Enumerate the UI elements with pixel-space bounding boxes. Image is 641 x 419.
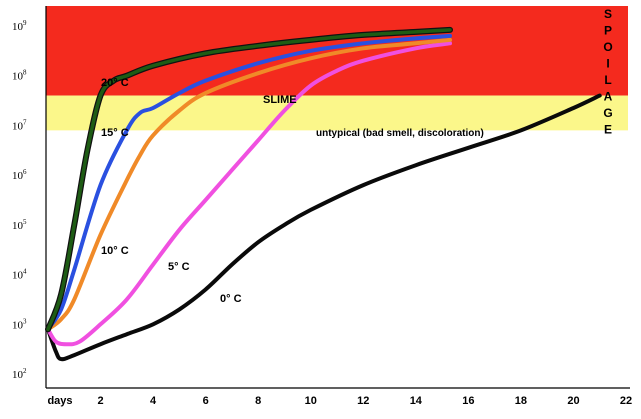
- x-tick-label: 4: [150, 395, 157, 407]
- x-tick-label: 18: [515, 395, 527, 407]
- y-tick-label: 106: [12, 168, 27, 182]
- spoilage-letter: O: [603, 40, 612, 54]
- y-tick-label: 104: [12, 268, 27, 282]
- y-tick-label: 105: [12, 218, 27, 232]
- spoilage-letter: A: [604, 90, 613, 104]
- band-1: [46, 95, 628, 131]
- x-tick-label: 8: [255, 395, 261, 407]
- series-label: 15° C: [101, 127, 129, 139]
- spoilage-letter: S: [604, 7, 612, 21]
- series-label: 10° C: [101, 245, 129, 257]
- x-tick-label: 14: [410, 395, 423, 407]
- x-tick-label: 6: [203, 395, 209, 407]
- series-line: [46, 37, 452, 332]
- spoilage-letter: G: [603, 106, 612, 120]
- series-line: [46, 33, 452, 332]
- x-tick-labels: days 2 4 6 8 10 12 14 16 18 20 22: [47, 395, 632, 407]
- x-tick-label: 2: [97, 395, 103, 407]
- y-tick-label: 102: [12, 367, 27, 381]
- series-label: 20° C: [101, 77, 129, 89]
- x-axis-label: days: [47, 395, 72, 407]
- y-tick-label: 109: [12, 19, 27, 33]
- axes-layer: [45, 6, 630, 389]
- y-tick-label: 108: [12, 69, 27, 83]
- series-label: 0° C: [220, 293, 242, 305]
- x-tick-label: 12: [357, 395, 369, 407]
- series-line: [46, 28, 452, 332]
- y-tick-label: 103: [12, 317, 27, 331]
- bands-layer: [46, 6, 628, 131]
- band-label-slime: SLIME: [263, 94, 297, 106]
- x-tick-label: 16: [462, 395, 474, 407]
- x-tick-label: 22: [620, 395, 632, 407]
- x-tick-label: 20: [567, 395, 579, 407]
- band-label-untypical: untypical (bad smell, discoloration): [316, 128, 484, 139]
- series-label: 5° C: [168, 261, 190, 273]
- y-tick-labels: 102 103 104 105 106 107 108 109: [12, 19, 27, 381]
- spoilage-letter: E: [604, 123, 612, 137]
- series-labels: 20° C 15° C 10° C 5° C 0° C SLIME untypical (b…: [101, 77, 484, 305]
- spoilage-letter: L: [604, 73, 611, 87]
- x-tick-label: 10: [305, 395, 317, 407]
- series-line: [46, 93, 602, 362]
- series-line: [46, 41, 452, 347]
- spoilage-letter: I: [606, 57, 609, 71]
- series-layer: [45, 26, 602, 362]
- y-tick-label: 107: [12, 118, 27, 132]
- spoilage-letter: P: [604, 24, 612, 38]
